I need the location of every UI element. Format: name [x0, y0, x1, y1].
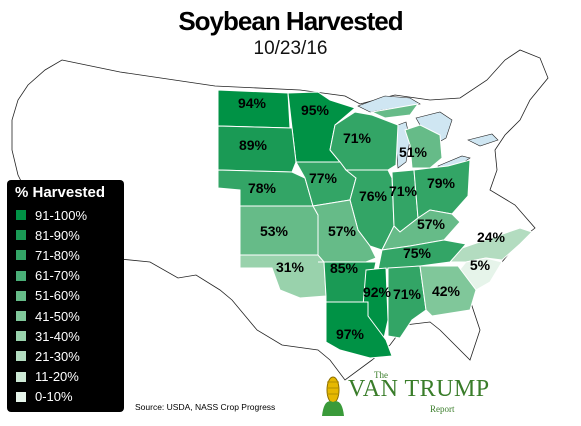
label-south-carolina: 5%: [470, 257, 491, 273]
state-georgia: [419, 265, 477, 317]
state-wisconsin: [329, 111, 399, 171]
logo-text-main: VAN TRUMP: [348, 376, 490, 402]
legend-swatch: [15, 310, 27, 323]
legend-item: 91-100%: [15, 205, 116, 225]
label-ohio: 79%: [427, 175, 456, 191]
legend-swatch: [15, 289, 27, 302]
legend-label: 51-60%: [35, 288, 80, 304]
legend-label: 81-90%: [35, 227, 80, 243]
legend-swatch: [15, 390, 27, 403]
legend-label: 21-30%: [35, 348, 80, 364]
legend-item: 81-90%: [15, 225, 116, 245]
label-minnesota: 95%: [301, 102, 330, 118]
label-illinois: 76%: [359, 188, 388, 204]
label-alabama: 71%: [393, 286, 422, 302]
legend-label: 61-70%: [35, 268, 80, 284]
legend-swatch: [15, 350, 27, 363]
state-oklahoma: [239, 254, 327, 299]
legend-swatch: [15, 330, 27, 343]
label-arkansas: 85%: [330, 260, 359, 276]
label-iowa: 77%: [309, 170, 338, 186]
legend-swatch: [15, 269, 27, 282]
label-georgia: 42%: [432, 283, 461, 299]
label-oklahoma: 31%: [276, 259, 305, 275]
label-mississippi: 92%: [363, 284, 392, 300]
label-north-carolina: 24%: [477, 229, 506, 245]
legend-swatch: [15, 229, 27, 242]
corn-icon: [322, 376, 344, 416]
lake-ontario: [467, 133, 499, 147]
label-south-dakota: 89%: [239, 137, 268, 153]
label-michigan: 51%: [399, 144, 428, 160]
legend-label: 91-100%: [35, 207, 88, 223]
state-louisiana: [325, 301, 393, 359]
map-title: Soybean Harvested: [178, 6, 403, 36]
legend-item: 11-20%: [15, 367, 116, 387]
label-kentucky: 57%: [417, 216, 446, 232]
legend-swatch: [15, 249, 27, 262]
state-north-carolina: [448, 227, 533, 263]
legend-item: 71-80%: [15, 245, 116, 265]
label-tennessee: 75%: [403, 245, 432, 261]
legend-title: % Harvested: [15, 184, 106, 201]
legend-item: 31-40%: [15, 326, 116, 346]
legend-item: 51-60%: [15, 286, 116, 306]
legend-item: 0-10%: [15, 387, 116, 407]
legend-item: 21-30%: [15, 346, 116, 366]
source-note: Source: USDA, NASS Crop Progress: [135, 402, 276, 412]
map-date: 10/23/16: [253, 38, 328, 59]
state-michigan: [370, 103, 443, 169]
state-missouri: [312, 199, 377, 263]
legend-label: 11-20%: [35, 369, 79, 385]
label-north-dakota: 94%: [238, 95, 267, 111]
legend-swatch: [15, 209, 27, 222]
legend-item: 41-50%: [15, 306, 116, 326]
label-missouri: 57%: [328, 223, 357, 239]
label-kansas: 53%: [260, 223, 289, 239]
legend-label: 31-40%: [35, 328, 80, 344]
label-nebraska: 78%: [248, 180, 277, 196]
logo-text-report: Report: [430, 404, 455, 414]
lake-superior: [357, 95, 421, 113]
logo-text-the: The: [374, 370, 388, 380]
legend-label: 41-50%: [35, 308, 80, 324]
label-wisconsin: 71%: [343, 130, 372, 146]
legend-item: 61-70%: [15, 266, 116, 286]
van-trump-logo: The VAN TRUMP Report: [318, 370, 518, 420]
state-south-dakota: [217, 125, 297, 173]
label-indiana: 71%: [389, 183, 418, 199]
legend-label: 71-80%: [35, 247, 80, 263]
label-louisiana: 97%: [336, 326, 365, 342]
state-alabama: [387, 265, 427, 339]
legend-label: 0-10%: [35, 389, 73, 405]
legend: % Harvested 91-100% 81-90% 71-80% 61-70% 51-…: [7, 180, 124, 412]
legend-swatch: [15, 370, 27, 383]
